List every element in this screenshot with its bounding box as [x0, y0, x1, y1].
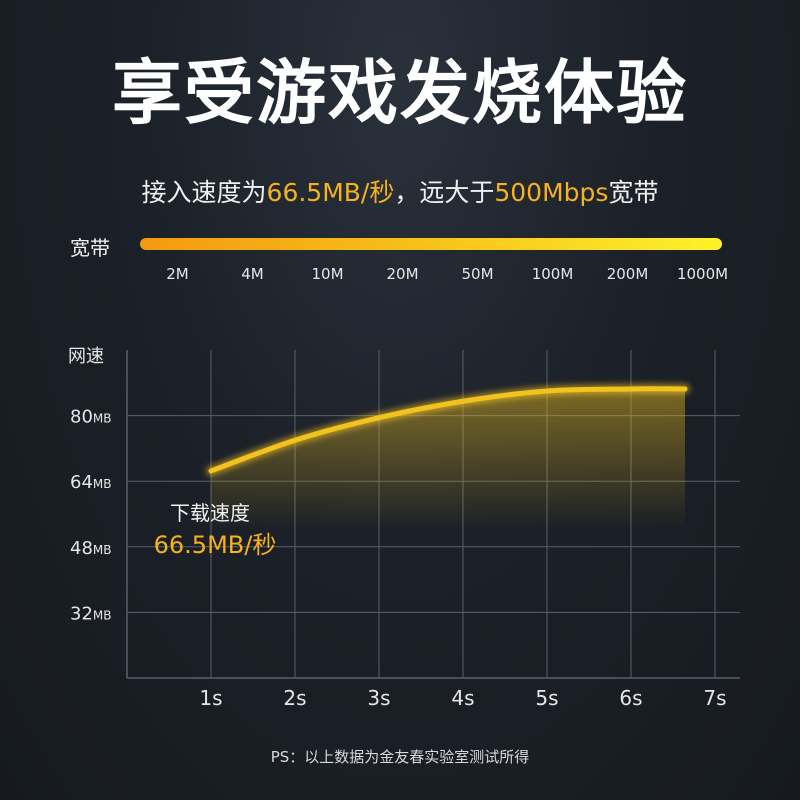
x-tick-label: 7s — [703, 686, 726, 710]
y-tick-label: 32MB — [70, 603, 112, 624]
speed-highlight: 66.5MB/秒 — [266, 178, 395, 207]
x-tick-label: 6s — [619, 686, 642, 710]
annotation-label: 下载速度 — [170, 501, 250, 525]
speed-summary-part1: 接入速度为 — [141, 178, 267, 207]
x-tick-label: 5s — [535, 686, 558, 710]
bandwidth-tick: 10M — [311, 265, 344, 283]
headline: 享受游戏发烧体验 — [112, 52, 688, 134]
bandwidth-tick: 20M — [386, 265, 419, 283]
y-tick-label: 80MB — [70, 407, 112, 428]
y-axis-title: 网速 — [68, 346, 104, 367]
y-tick-label: 64MB — [70, 472, 112, 493]
speed-summary-part3: 宽带 — [608, 178, 659, 207]
bandwidth-tick: 1000M — [676, 265, 729, 283]
speed-line — [208, 386, 688, 474]
y-tick-label: 48MB — [70, 538, 112, 559]
bandwidth-tick: 4M — [241, 265, 264, 283]
x-tick-label: 3s — [367, 686, 390, 710]
bandwidth-gradient-bar — [140, 238, 722, 250]
bandwidth-tick: 2M — [166, 265, 189, 283]
annotation-value: 66.5MB/秒 — [154, 531, 277, 559]
x-tick-label: 2s — [283, 686, 306, 710]
bandwidth-tick: 100M — [531, 265, 574, 283]
bandwidth-tick: 50M — [461, 265, 494, 283]
speed-summary: 接入速度为66.5MB/秒，远大于500Mbps宽带 — [0, 178, 800, 208]
speed-area — [211, 388, 685, 530]
bandwidth-tick: 200M — [606, 265, 649, 283]
bandwidth-ticks: 2M 4M 10M 20M 50M 100M 200M 1000M — [130, 265, 730, 289]
bandwidth-label: 宽带 — [70, 236, 110, 260]
footnote: PS：以上数据为金友春实验室测试所得 — [270, 748, 530, 766]
x-tick-label: 4s — [451, 686, 474, 710]
speed-summary-part2: ，远大于 — [394, 178, 495, 207]
bandwidth-highlight: 500Mbps — [494, 178, 609, 207]
x-tick-label: 1s — [199, 686, 222, 710]
